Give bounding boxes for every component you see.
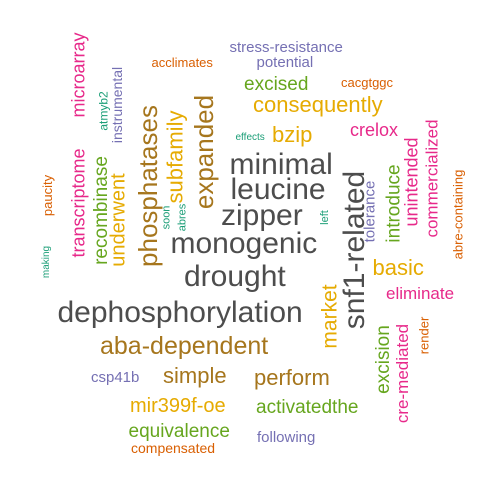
word-left: left — [318, 209, 331, 225]
word-subfamily: subfamily — [161, 110, 187, 204]
word-cacgtggc: cacgtggc — [341, 74, 394, 90]
word-leucine: leucine — [230, 173, 326, 206]
word-market: market — [318, 283, 342, 349]
word-transcriptome: transcriptome — [68, 148, 89, 258]
word-cre-mediated: cre-mediated — [392, 323, 412, 423]
word-following: following — [257, 428, 316, 446]
word-phosphatases: phosphatases — [132, 105, 163, 267]
word-soon: soon — [160, 205, 173, 229]
word-tolerance: tolerance — [361, 180, 379, 242]
word-recombinase: recombinase — [90, 155, 112, 265]
word-basic: basic — [372, 255, 424, 280]
word-bzip: bzip — [272, 122, 313, 147]
word-abre-containing: abre-containing — [450, 169, 466, 259]
word-equivalence: equivalence — [128, 420, 230, 442]
word-drought: drought — [184, 260, 286, 293]
word-effects: effects — [235, 132, 265, 143]
word-compensated: compensated — [131, 440, 216, 456]
word-commercialized: commercialized — [422, 118, 442, 238]
word-activatedthe: activatedthe — [256, 396, 359, 418]
word-zipper: zipper — [221, 199, 303, 232]
word-mir399f-oe: mir399f-oe — [130, 395, 226, 417]
word-consequently: consequently — [253, 92, 383, 117]
word-csp41b: csp41b — [91, 368, 140, 386]
word-perform: perform — [254, 365, 330, 390]
word-monogenic: monogenic — [170, 227, 318, 260]
word-render: render — [416, 316, 432, 354]
word-acclimates: acclimates — [151, 54, 213, 70]
word-excision: excision — [372, 324, 394, 394]
word-crelox: crelox — [350, 120, 399, 140]
word-abres: abres — [176, 203, 189, 231]
word-aba-dependent: aba-dependent — [100, 331, 269, 360]
word-making: making — [41, 245, 53, 279]
word-eliminate: eliminate — [386, 283, 455, 303]
word-instrumental: instrumental — [109, 66, 126, 144]
word-excised: excised — [244, 73, 309, 95]
word-microarray: microarray — [68, 32, 89, 118]
word-unintended: unintended — [401, 137, 422, 227]
word-atmyb2: atmyb2 — [96, 91, 111, 131]
word-paucity: paucity — [39, 174, 55, 216]
word-stress-resistance: stress-resistance — [229, 38, 343, 56]
word-dephosphorylation: dephosphorylation — [57, 296, 303, 329]
word-potential: potential — [256, 53, 314, 71]
word-expanded: expanded — [189, 94, 220, 210]
word-minimal: minimal — [229, 148, 333, 181]
word-simple: simple — [163, 363, 227, 388]
